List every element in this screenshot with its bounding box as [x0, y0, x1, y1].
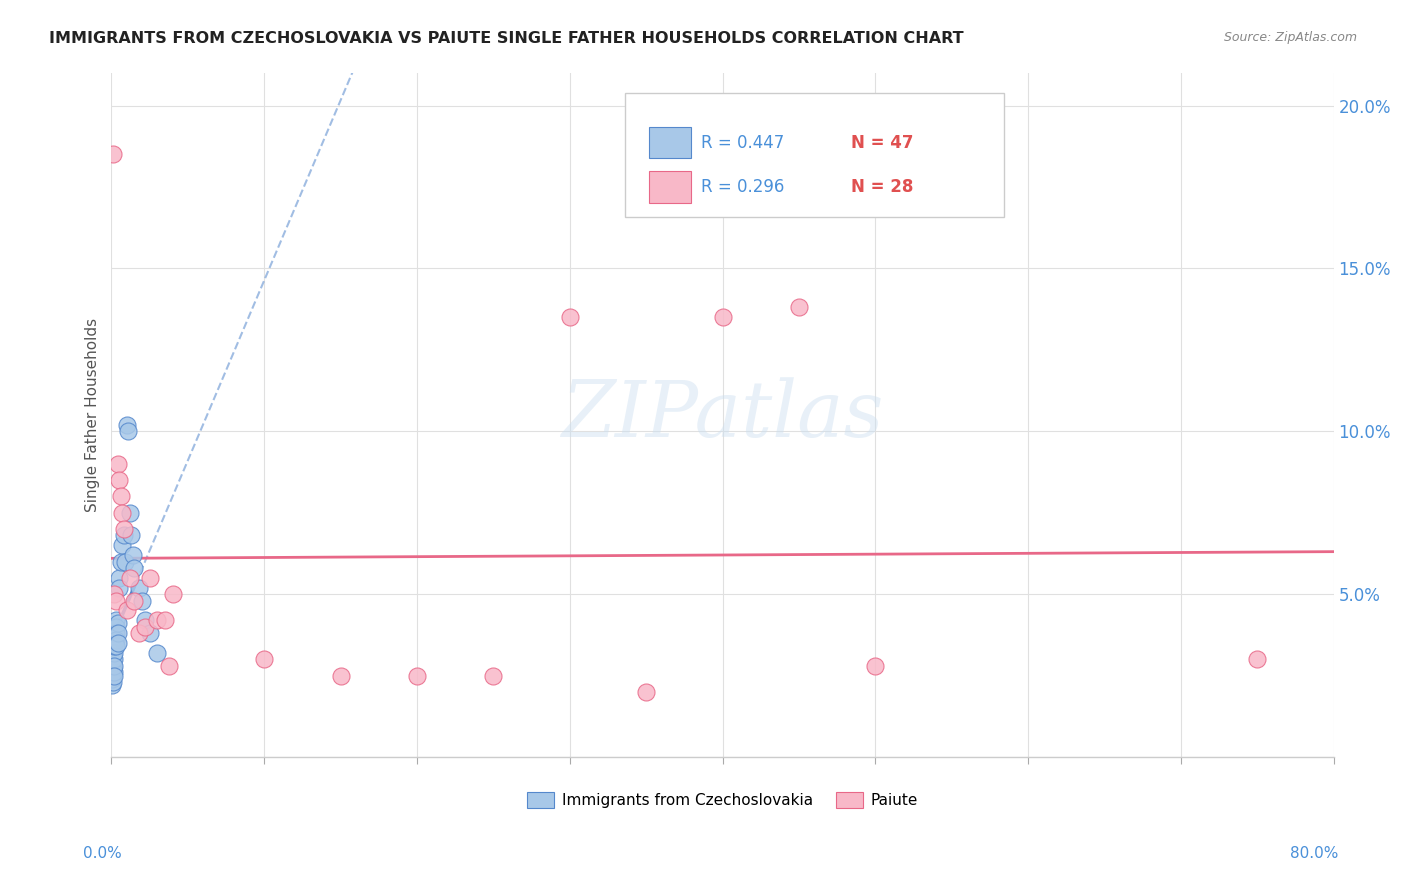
Point	[101, 658, 124, 673]
Point	[107, 457, 129, 471]
Point	[107, 616, 129, 631]
Point	[111, 506, 134, 520]
Point	[101, 147, 124, 161]
Legend: Immigrants from Czechoslovakia, Paiute: Immigrants from Czechoslovakia, Paiute	[520, 786, 925, 814]
Point	[636, 685, 658, 699]
Point	[253, 652, 276, 666]
Point	[101, 672, 124, 686]
Point	[108, 473, 131, 487]
Point	[103, 587, 125, 601]
Point	[153, 613, 176, 627]
Point	[115, 603, 138, 617]
Point	[124, 561, 146, 575]
Point	[120, 528, 142, 542]
Point	[104, 593, 127, 607]
Point	[558, 310, 581, 325]
Point	[104, 639, 127, 653]
Point	[134, 620, 156, 634]
Point	[128, 626, 150, 640]
Point	[118, 571, 141, 585]
Point	[110, 489, 132, 503]
Point	[118, 506, 141, 520]
Point	[103, 642, 125, 657]
Point	[101, 662, 124, 676]
Point	[103, 652, 125, 666]
Point	[159, 658, 181, 673]
Point	[134, 613, 156, 627]
Point	[104, 613, 127, 627]
FancyBboxPatch shape	[650, 171, 690, 203]
Text: R = 0.447: R = 0.447	[700, 134, 783, 152]
Point	[101, 675, 124, 690]
Point	[103, 626, 125, 640]
Point	[104, 620, 127, 634]
Text: R = 0.296: R = 0.296	[700, 178, 785, 196]
Point	[162, 587, 184, 601]
Point	[110, 555, 132, 569]
Point	[103, 665, 125, 680]
Point	[406, 668, 429, 682]
Point	[131, 593, 153, 607]
Text: 0.0%: 0.0%	[83, 846, 122, 861]
FancyBboxPatch shape	[650, 127, 690, 159]
Text: ZIPatlas: ZIPatlas	[561, 376, 884, 453]
Point	[115, 417, 138, 432]
Point	[103, 620, 125, 634]
Text: IMMIGRANTS FROM CZECHOSLOVAKIA VS PAIUTE SINGLE FATHER HOUSEHOLDS CORRELATION CH: IMMIGRANTS FROM CZECHOSLOVAKIA VS PAIUTE…	[49, 31, 965, 46]
Point	[103, 639, 125, 653]
Point	[107, 636, 129, 650]
Point	[101, 678, 124, 692]
Point	[329, 668, 352, 682]
Point	[128, 581, 150, 595]
Point	[104, 626, 127, 640]
Point	[112, 528, 135, 542]
Point	[138, 571, 160, 585]
FancyBboxPatch shape	[624, 94, 1004, 217]
Point	[146, 646, 169, 660]
Point	[114, 555, 136, 569]
Point	[103, 668, 125, 682]
Point	[138, 626, 160, 640]
Point	[117, 424, 139, 438]
Point	[107, 626, 129, 640]
Point	[124, 593, 146, 607]
Point	[865, 658, 887, 673]
Point	[111, 538, 134, 552]
Y-axis label: Single Father Households: Single Father Households	[86, 318, 100, 512]
Point	[103, 658, 125, 673]
Point	[101, 668, 124, 682]
Text: Source: ZipAtlas.com: Source: ZipAtlas.com	[1223, 31, 1357, 45]
Point	[103, 646, 125, 660]
Point	[711, 310, 734, 325]
Point	[108, 571, 131, 585]
Point	[100, 652, 122, 666]
Point	[104, 632, 127, 647]
Point	[103, 652, 125, 666]
Point	[101, 658, 124, 673]
Point	[482, 668, 505, 682]
Point	[101, 636, 124, 650]
Text: N = 28: N = 28	[851, 178, 914, 196]
Point	[101, 646, 124, 660]
Point	[121, 548, 143, 562]
Point	[112, 522, 135, 536]
Point	[103, 636, 125, 650]
Text: 80.0%: 80.0%	[1291, 846, 1339, 861]
Point	[146, 613, 169, 627]
Point	[787, 301, 810, 315]
Text: N = 47: N = 47	[851, 134, 914, 152]
Point	[1246, 652, 1268, 666]
Point	[108, 581, 131, 595]
Point	[103, 632, 125, 647]
Point	[101, 665, 124, 680]
